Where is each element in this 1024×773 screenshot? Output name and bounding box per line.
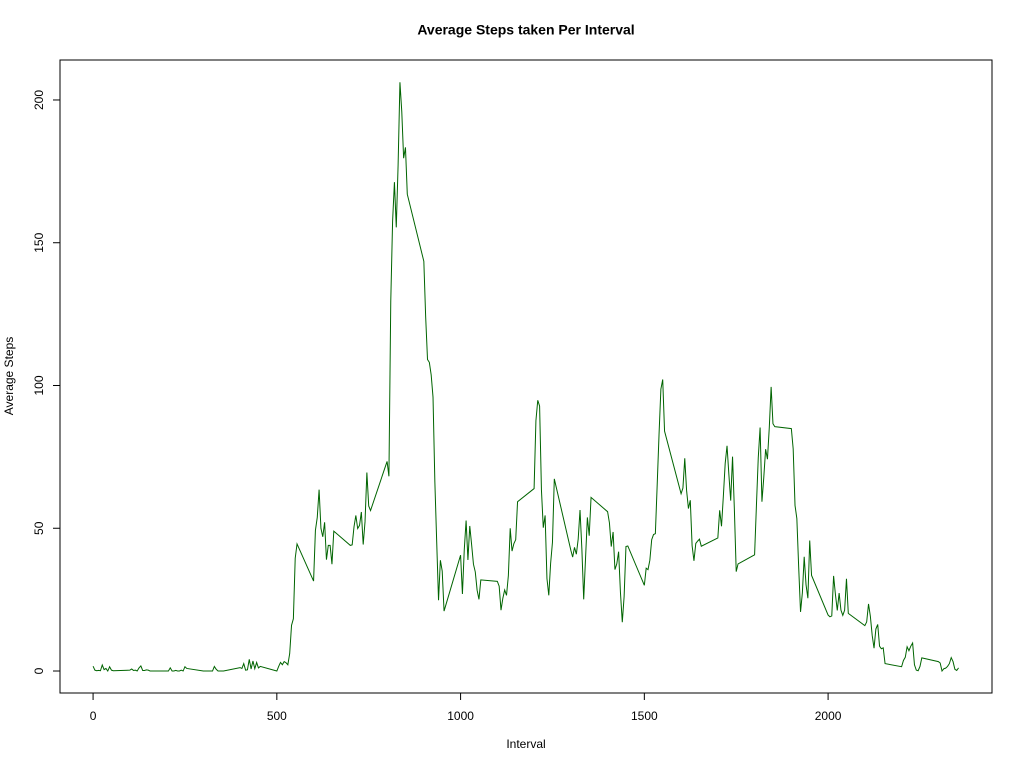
y-tick-label: 0 [32, 667, 46, 674]
x-tick-label: 0 [90, 709, 97, 723]
y-tick-label: 150 [32, 232, 46, 252]
y-tick-label: 100 [32, 375, 46, 395]
y-axis-label: Average Steps [2, 337, 16, 416]
chart-title: Average Steps taken Per Interval [417, 22, 634, 38]
plot-frame [59, 59, 993, 694]
x-tick-label: 500 [267, 709, 287, 723]
data-line [92, 82, 959, 673]
x-axis-label: Interval [506, 737, 545, 751]
y-tick-label: 200 [32, 90, 46, 110]
x-tick-label: 1000 [447, 709, 474, 723]
y-tick-label: 50 [32, 521, 46, 535]
x-tick-label: 2000 [815, 709, 842, 723]
x-tick-label: 1500 [631, 709, 658, 723]
